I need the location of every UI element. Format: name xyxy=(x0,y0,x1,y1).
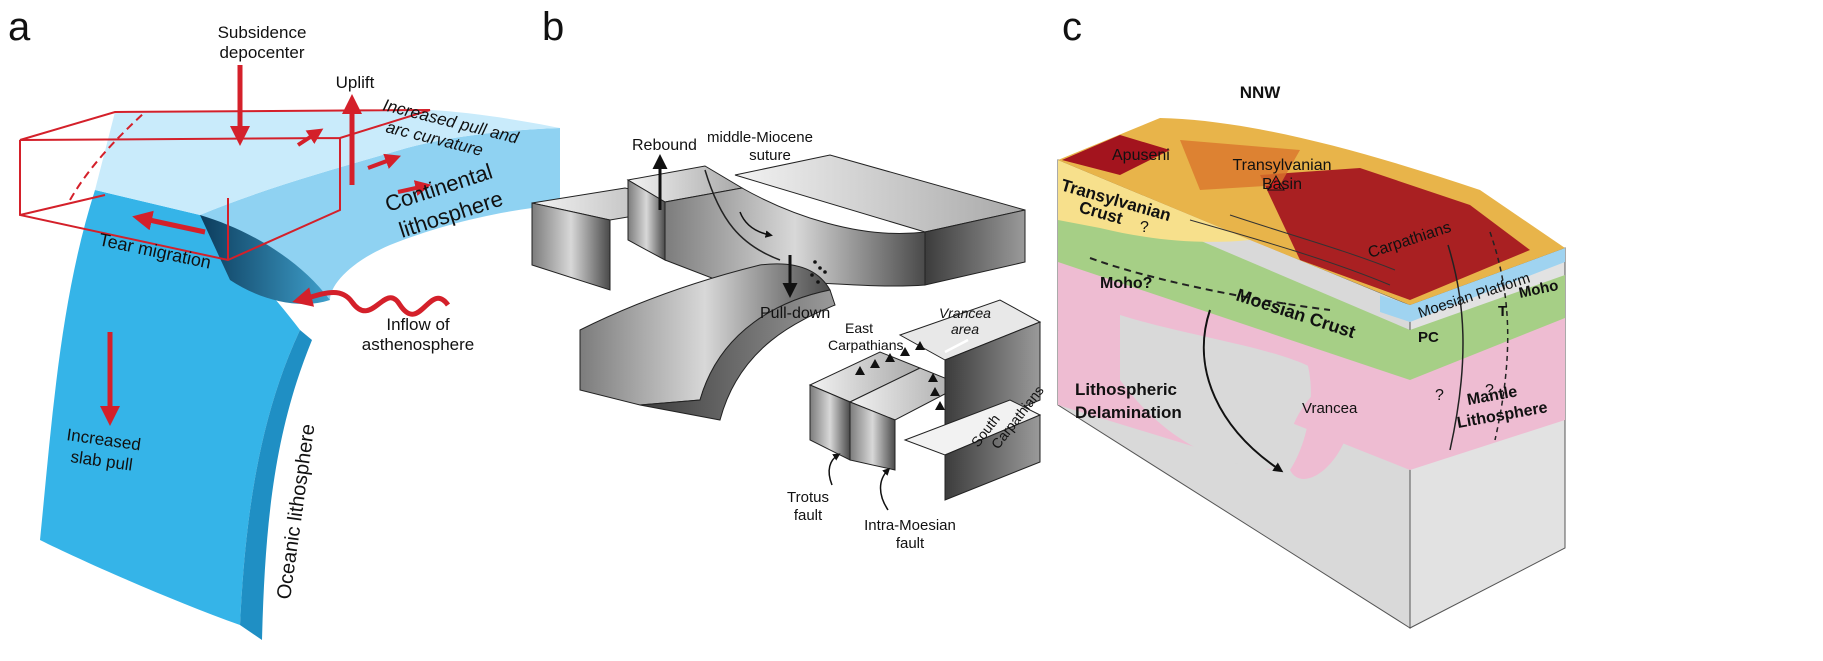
red-box xyxy=(19,109,431,262)
vrancea-arrow xyxy=(944,338,969,354)
continental-top xyxy=(95,110,560,215)
delam-arrow xyxy=(1202,309,1284,473)
moesian-platform-front xyxy=(1380,295,1410,322)
label-vrancea-2: area xyxy=(951,321,979,337)
label-transylvanian-basin-2: Basin xyxy=(1262,176,1302,193)
label-trotus-1: Trotus xyxy=(787,489,829,506)
mantle-side xyxy=(1410,290,1565,470)
label-suture-1: middle-Miocene xyxy=(707,129,813,146)
label-east-carp-1: East xyxy=(845,320,873,336)
label-rebound: Rebound xyxy=(632,137,697,154)
transylvanian-crust xyxy=(1058,160,1250,242)
suture-pointer xyxy=(739,211,773,238)
thrust-triangles xyxy=(855,341,945,410)
label-apuseni: Apuseni xyxy=(1112,147,1170,164)
delamination-body xyxy=(1120,315,1330,470)
label-trotus-2: fault xyxy=(794,507,823,524)
inset-block-4-front xyxy=(944,414,1041,501)
vrancea-drip xyxy=(1290,345,1353,479)
label-oceanic: Oceanic lithosphere xyxy=(273,423,319,601)
nnw-marker xyxy=(1267,174,1285,191)
pc-fault xyxy=(1447,244,1464,451)
moho-dashed xyxy=(1089,257,1331,311)
label-pc: PC xyxy=(1418,329,1439,346)
block-lower xyxy=(579,263,831,406)
label-lith-del-1: Lithospheric xyxy=(1075,380,1177,399)
tear-gap xyxy=(200,205,330,304)
trotus-pointer xyxy=(828,453,841,486)
panel-b-letter: b xyxy=(542,5,564,49)
oceanic-slab xyxy=(40,190,300,625)
dots xyxy=(810,260,827,284)
label-intra-2: fault xyxy=(896,535,925,552)
label-transylvanian-basin-1: Transylvanian xyxy=(1232,157,1331,174)
label-vrancea: Vrancea xyxy=(1302,400,1358,417)
topo-orange xyxy=(1180,140,1300,190)
label-t: T xyxy=(1498,303,1507,320)
panel-a-letter: a xyxy=(8,5,31,49)
continental-lith xyxy=(200,128,560,300)
block-left-front xyxy=(531,202,611,291)
panel-b: b xyxy=(531,5,1047,552)
label-suture-2: suture xyxy=(749,147,791,164)
label-vrancea-1: Vrancea xyxy=(939,305,991,321)
thrust-lines xyxy=(1189,214,1396,286)
label-question-3: ? xyxy=(1485,382,1494,399)
label-uplift: Uplift xyxy=(336,73,375,92)
pull-arrow-1 xyxy=(296,128,324,147)
panel-c-letter: c xyxy=(1062,5,1082,49)
label-question-2: ? xyxy=(1435,387,1444,404)
topo-red-carpathians xyxy=(1260,168,1530,300)
topo-red-apuseni xyxy=(1062,135,1170,175)
suture-line xyxy=(704,169,781,261)
label-intra-1: Intra-Moesian xyxy=(864,517,956,534)
label-question-1: ? xyxy=(1140,219,1149,236)
panel-c: c NNW Apuseni Transylvania xyxy=(1057,5,1566,629)
label-subsidence-1: Subsidence xyxy=(218,23,307,42)
t-fault xyxy=(1489,231,1509,441)
label-pull-down: Pull-down xyxy=(760,305,830,322)
inset-block-2-front xyxy=(849,401,896,471)
pull-arrow-3 xyxy=(397,180,432,196)
label-subsidence-2: depocenter xyxy=(219,43,304,62)
panel-a: a Subsidence depocenter Uplift Increased… xyxy=(8,5,560,640)
inflow-arrow xyxy=(292,287,451,317)
oceanic-slab-side xyxy=(240,330,312,640)
inset-block-3-front xyxy=(944,321,1041,441)
pull-arrow-2 xyxy=(367,153,402,170)
moesian-crust-side xyxy=(1410,275,1565,380)
block-lower-side xyxy=(639,289,836,421)
intra-pointer xyxy=(879,467,891,511)
moesian-platform-side xyxy=(1410,248,1565,322)
label-inflow-1: Inflow of xyxy=(386,315,450,334)
label-moho-q: Moho? xyxy=(1100,275,1152,292)
red-dashed xyxy=(69,111,146,201)
label-east-carp-2: Carpathians xyxy=(828,337,904,353)
tear-migration-arrow xyxy=(132,210,206,235)
label-inflow-2: asthenosphere xyxy=(362,335,474,354)
label-nnw: NNW xyxy=(1240,83,1282,102)
label-lith-del-2: Delamination xyxy=(1075,403,1182,422)
